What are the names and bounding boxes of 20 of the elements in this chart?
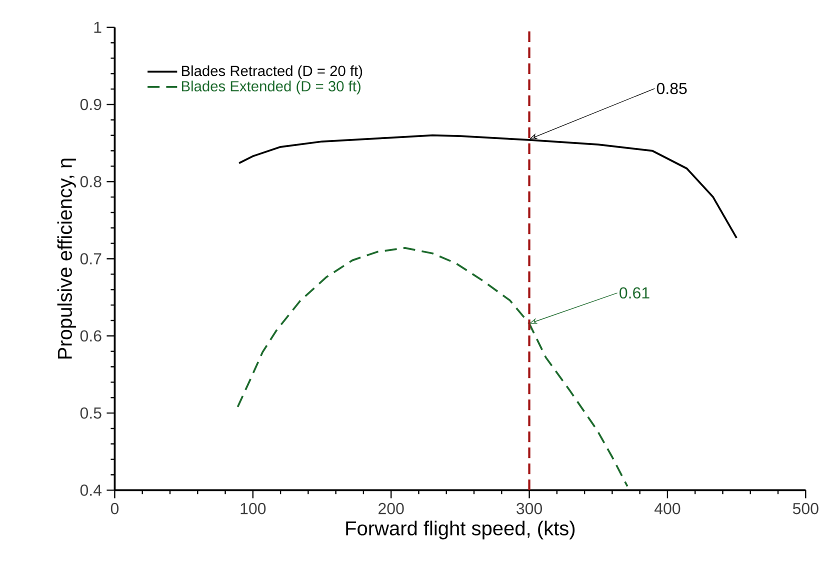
y-tick-label: 0.8 <box>80 176 102 188</box>
x-tick-label: 300 <box>516 502 542 514</box>
y-tick-label: 0.5 <box>80 407 102 419</box>
annotation: 0.85 <box>656 82 687 94</box>
line-series <box>238 134 738 239</box>
y-tick-label: 0.4 <box>80 484 102 496</box>
legend-label: Blades Extended (D = 30 ft) <box>182 80 360 94</box>
x-tick-label: 100 <box>240 502 266 514</box>
y-tick-label: 0.7 <box>80 252 102 264</box>
legend-label: Blades Retracted (D = 20 ft) <box>182 65 362 79</box>
annotation: 0.61 <box>620 287 650 298</box>
x-tick-label: 400 <box>654 502 680 514</box>
x-tick-label: 0 <box>110 502 119 514</box>
x-axis-title: Forward flight speed, (kts) <box>346 520 575 540</box>
y-tick-label: 0.9 <box>80 98 102 110</box>
y-axis-title: Propulsive efficiency, η <box>57 158 76 358</box>
x-tick-label: 500 <box>792 502 818 514</box>
x-tick-label: 200 <box>378 502 404 514</box>
y-tick-label: 0.6 <box>80 330 102 342</box>
y-tick-label: 1 <box>94 22 102 33</box>
